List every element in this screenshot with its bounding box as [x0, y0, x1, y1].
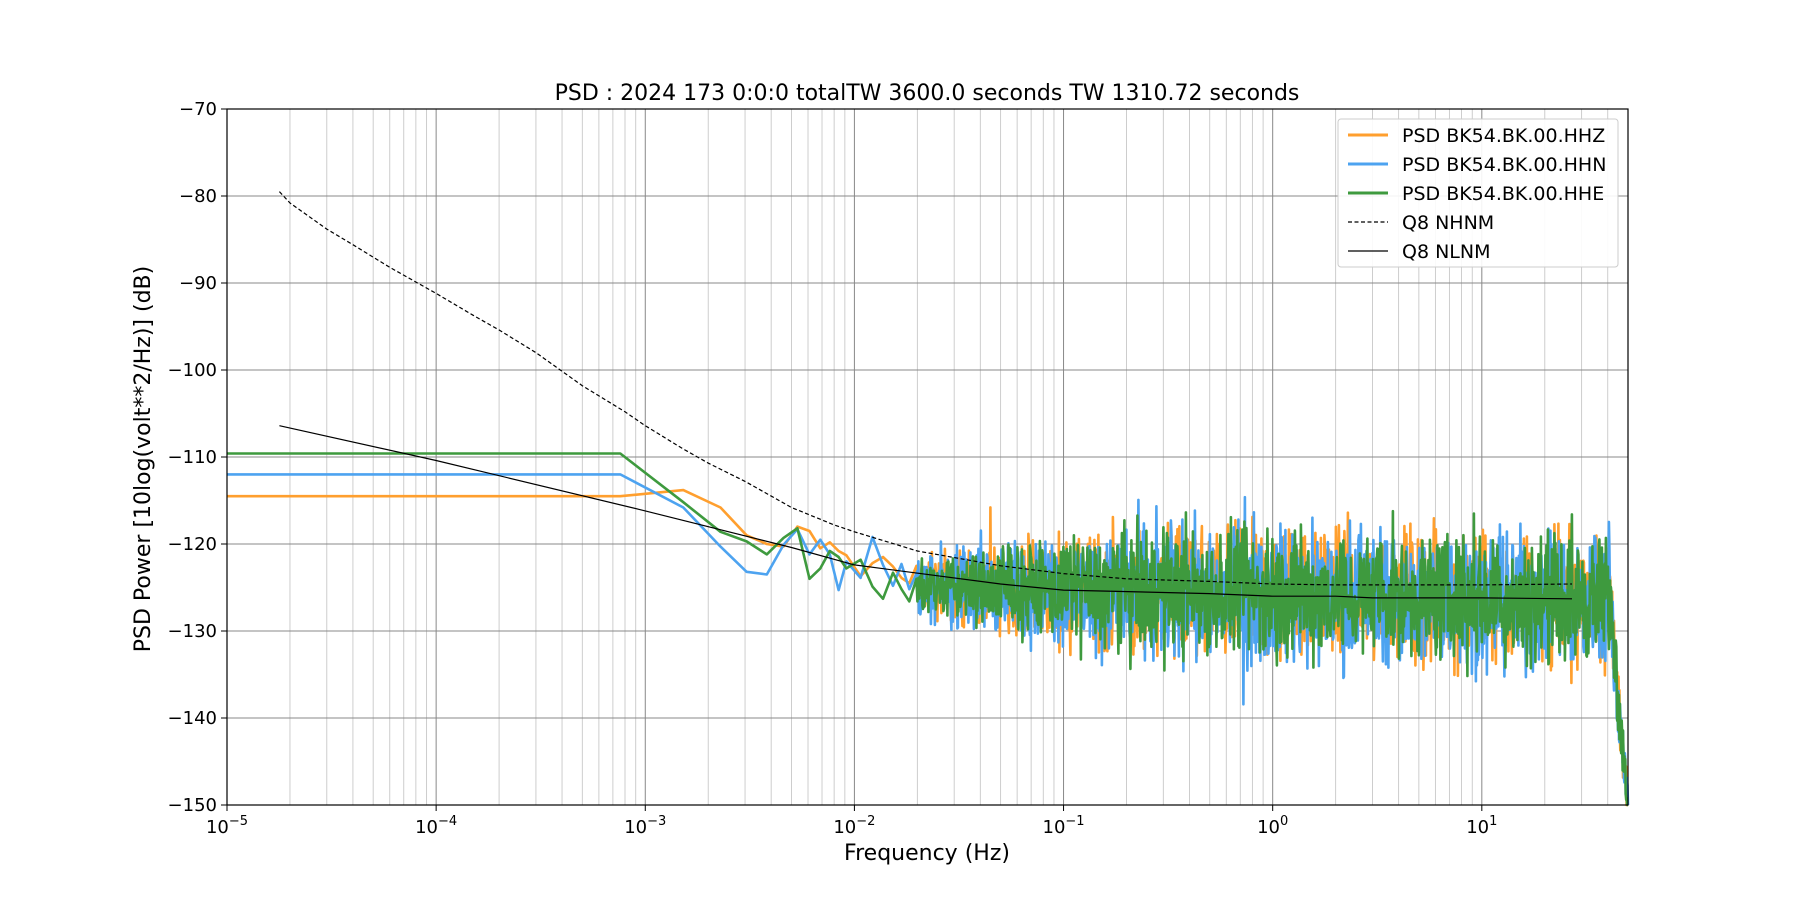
y-tick-label: −130 [168, 621, 217, 642]
x-axis-title: Frequency (Hz) [844, 841, 1010, 866]
x-tick-label: 10−2 [833, 814, 875, 838]
x-tick-label: 100 [1257, 814, 1288, 838]
y-tick-label: −150 [168, 795, 217, 816]
y-tick-label: −90 [179, 273, 217, 294]
series-layer [227, 191, 1630, 807]
y-tick-label: −140 [168, 708, 217, 729]
y-tick-label: −70 [179, 99, 217, 120]
legend-label: Q8 NLNM [1402, 241, 1491, 263]
legend-label: PSD BK54.BK.00.HHE [1402, 183, 1604, 205]
legend-label: Q8 NHNM [1402, 212, 1494, 234]
series-line-3 [227, 452, 1629, 807]
legend-box [1337, 118, 1619, 268]
x-tick-label: 10−3 [624, 814, 666, 838]
y-tick-label: −80 [179, 186, 217, 207]
legend: PSD BK54.BK.00.HHZ PSD BK54.BK.00.HHN PSD … [1337, 118, 1619, 268]
x-tick-label: 10−5 [206, 814, 248, 838]
x-tick-label: 10−4 [415, 814, 457, 838]
y-tick-label: −100 [168, 360, 217, 381]
series-line-5 [279, 425, 1573, 600]
chart-title: PSD : 2024 173 0:0:0 totalTW 3600.0 seco… [555, 81, 1300, 106]
y-tick-label: −120 [168, 534, 217, 555]
x-tick-label: 10−1 [1043, 814, 1085, 838]
y-tick-label: −110 [168, 447, 217, 468]
x-tick-label: 101 [1466, 814, 1497, 838]
y-axis-title: PSD Power [10log(volt**2/Hz)] (dB) [131, 266, 156, 652]
legend-label: PSD BK54.BK.00.HHZ [1402, 125, 1605, 147]
grid [226, 108, 1629, 806]
legend-label: PSD BK54.BK.00.HHN [1402, 154, 1606, 176]
series-line-4 [278, 191, 1573, 586]
